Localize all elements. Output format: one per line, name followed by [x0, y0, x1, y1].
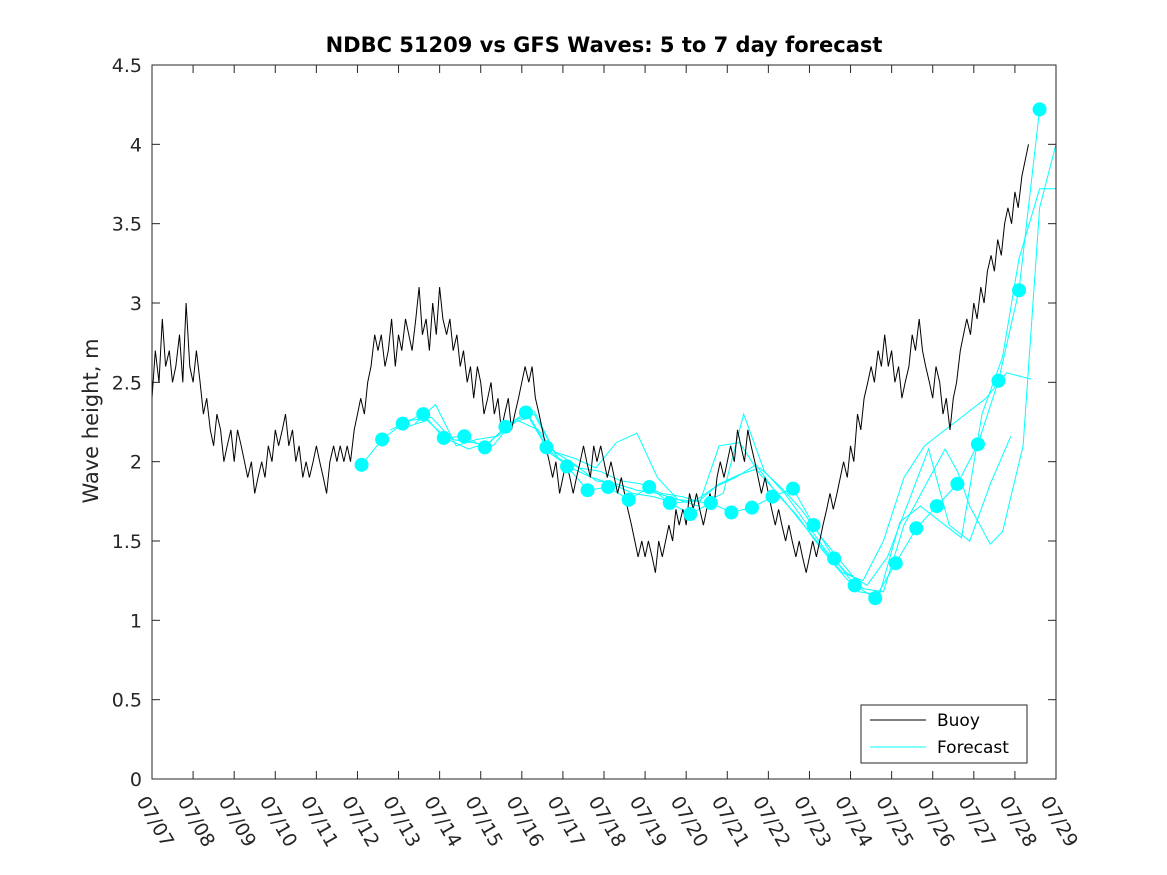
x-tick-label: 07/20 — [666, 793, 712, 851]
x-tick-label: 07/11 — [296, 793, 342, 851]
x-tick-label: 07/24 — [830, 793, 876, 851]
forecast-point-20 — [744, 500, 759, 515]
forecast-point-12 — [580, 483, 595, 498]
forecast-point-26 — [868, 591, 883, 606]
forecast-point-18 — [703, 495, 718, 510]
x-tick-label: 07/16 — [501, 793, 547, 851]
forecast-point-31 — [970, 437, 985, 452]
forecast-point-19 — [724, 505, 739, 520]
forecast-point-34 — [1032, 102, 1047, 117]
x-tick-label: 07/28 — [995, 793, 1041, 851]
forecast-point-14 — [621, 492, 636, 507]
x-tick-label: 07/12 — [337, 793, 383, 851]
forecast-point-27 — [888, 556, 903, 571]
legend: Buoy Forecast — [860, 704, 1028, 764]
y-tick-label: 3 — [130, 293, 142, 315]
forecast-point-13 — [601, 480, 616, 495]
x-tick-label: 07/13 — [378, 793, 424, 851]
forecast-point-24 — [827, 551, 842, 566]
y-tick-label: 0.5 — [112, 690, 142, 712]
y-tick-label: 1 — [130, 610, 142, 632]
y-axis-ticks: 0 0.5 1 1.5 2 2.5 3 3.5 4 4.5 — [112, 55, 1056, 791]
forecast-point-22 — [786, 481, 801, 496]
x-tick-label: 07/09 — [214, 793, 260, 851]
x-tick-label: 07/22 — [748, 793, 794, 851]
x-tick-label: 07/19 — [625, 793, 671, 851]
forecast-point-10 — [539, 440, 554, 455]
x-tick-label: 07/15 — [460, 793, 506, 851]
y-tick-label: 2 — [130, 452, 142, 474]
x-tick-label: 07/29 — [1036, 793, 1082, 851]
x-tick-label: 07/25 — [871, 793, 917, 851]
forecast-point-4 — [416, 407, 431, 422]
forecast-trace-1 — [361, 109, 1041, 599]
y-axis-label: Wave height, m — [79, 338, 103, 503]
forecast-point-16 — [662, 495, 677, 510]
chart-title: NDBC 51209 vs GFS Waves: 5 to 7 day fore… — [326, 33, 883, 57]
x-tick-label: 07/21 — [707, 793, 753, 851]
forecast-markers — [354, 102, 1047, 606]
forecast-trace-5 — [533, 372, 1032, 582]
forecast-point-2 — [375, 432, 390, 447]
forecast-point-9 — [518, 405, 533, 420]
x-tick-label: 07/08 — [173, 793, 219, 851]
legend-forecast-label: Forecast — [937, 738, 1009, 758]
plot-frame — [151, 64, 1057, 780]
forecast-point-1 — [354, 457, 369, 472]
y-tick-label: 0 — [130, 769, 142, 791]
x-tick-label: 07/26 — [912, 793, 958, 851]
forecast-point-23 — [806, 518, 821, 533]
forecast-point-6 — [457, 429, 472, 444]
forecast-point-21 — [765, 489, 780, 504]
x-tick-label: 07/18 — [584, 793, 630, 851]
x-tick-label: 07/17 — [543, 793, 589, 851]
forecast-point-3 — [395, 416, 410, 431]
x-tick-label: 07/27 — [953, 793, 999, 851]
y-tick-label: 1.5 — [112, 531, 142, 553]
x-tick-label: 07/14 — [419, 793, 465, 851]
forecast-point-7 — [477, 440, 492, 455]
forecast-point-25 — [847, 578, 862, 593]
y-tick-label: 2.5 — [112, 372, 142, 394]
forecast-point-5 — [436, 430, 451, 445]
buoy-series-line — [151, 144, 1029, 573]
y-tick-label: 4 — [130, 134, 142, 156]
y-tick-label: 3.5 — [112, 214, 142, 236]
x-tick-label: 07/23 — [789, 793, 835, 851]
x-tick-label: 07/10 — [255, 793, 301, 851]
forecast-point-32 — [991, 373, 1006, 388]
forecast-point-33 — [1012, 283, 1027, 298]
plot-area — [152, 65, 1056, 779]
forecast-point-17 — [683, 507, 698, 522]
forecast-point-30 — [950, 476, 965, 491]
forecast-point-28 — [909, 521, 924, 536]
forecast-point-8 — [498, 419, 513, 434]
legend-buoy-label: Buoy — [937, 711, 980, 731]
y-tick-label: 4.5 — [112, 55, 142, 77]
forecast-point-15 — [642, 480, 657, 495]
forecast-point-29 — [929, 499, 944, 514]
forecast-point-11 — [560, 459, 575, 474]
x-tick-label: 07/07 — [132, 793, 178, 851]
legend-box — [860, 704, 1028, 764]
